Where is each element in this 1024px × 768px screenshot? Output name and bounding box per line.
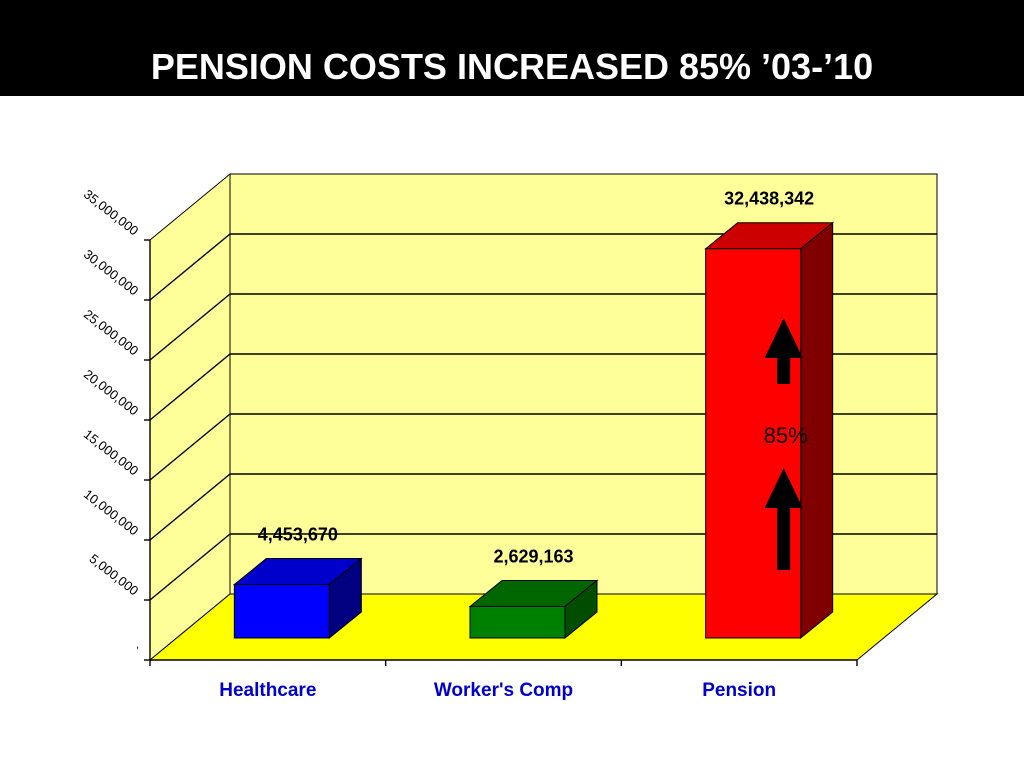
bar-front (469, 605, 566, 639)
chart-annotation: 85% (764, 318, 808, 570)
gridline-side (149, 473, 231, 541)
chart-labels: Healthcare Worker's Comp Pension 4,453,670 2… (219, 189, 814, 701)
up-arrow-icon (764, 318, 803, 384)
y-tick-label: 20,000,000 (81, 366, 142, 418)
gridline-side (149, 533, 231, 601)
chart-bars (232, 221, 835, 640)
y-tick-label: 15,000,000 (81, 426, 142, 478)
x-category-label: Pension (702, 680, 776, 701)
page-title: PENSION COSTS INCREASED 85% ’03-’10 (150, 46, 874, 87)
data-label: 4,453,670 (258, 525, 338, 545)
side-wall (149, 172, 231, 662)
gridline-side (149, 293, 231, 361)
y-tick-label: 25,000,000 (81, 306, 142, 358)
x-category-label: Worker's Comp (434, 680, 573, 701)
bar-front (233, 584, 330, 639)
gridline-side (149, 353, 231, 421)
y-tick-label: 30,000,000 (81, 246, 142, 298)
annotation-label: 85% (764, 423, 808, 448)
data-label: 2,629,163 (493, 546, 573, 566)
gridline-side (149, 233, 231, 301)
up-arrow-icon (764, 468, 803, 570)
y-tick-label: 5,000,000 (87, 551, 142, 598)
data-label: 32,438,342 (724, 189, 814, 209)
title-bar (0, 0, 1024, 96)
gridline-side (149, 413, 231, 481)
y-tick-label: 35,000,000 (81, 186, 142, 238)
y-tick-label: ` (129, 644, 142, 658)
bar (468, 579, 599, 640)
bar-front (705, 248, 802, 639)
bar (704, 221, 835, 640)
bar (232, 557, 363, 640)
x-category-label: Healthcare (219, 680, 316, 701)
y-tick-label: 10,000,000 (81, 486, 142, 538)
